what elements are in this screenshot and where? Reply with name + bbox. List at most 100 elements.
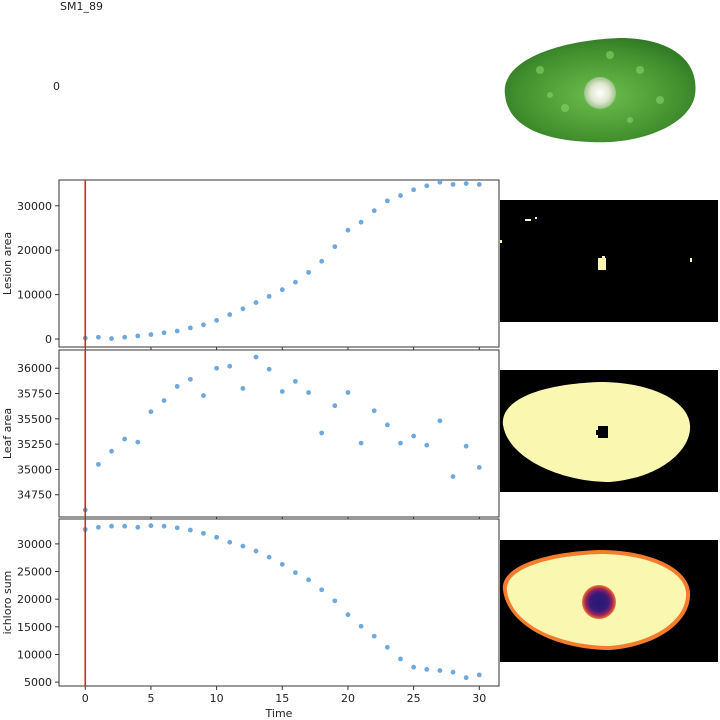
y-tick-label: 20000 xyxy=(17,244,52,257)
data-point xyxy=(319,430,325,436)
x-tick-label: 30 xyxy=(472,692,486,705)
data-point xyxy=(253,548,259,554)
data-point xyxy=(279,389,285,394)
chart-panel-2: 5000 10000 15000 20000 25000 30000 0 5 10 15 20 25 3… xyxy=(1,518,500,720)
data-point xyxy=(437,179,443,185)
data-point xyxy=(227,363,233,369)
data-point xyxy=(279,561,285,567)
data-point xyxy=(161,523,167,529)
data-point xyxy=(109,336,114,341)
data-point xyxy=(109,448,114,454)
data-point xyxy=(122,334,128,340)
x-tick-label: 15 xyxy=(275,692,289,705)
chart-panel-0: 0 10000 20000 30000 Lesion area xyxy=(1,179,500,351)
data-point xyxy=(358,440,364,446)
data-point xyxy=(345,612,351,618)
data-point xyxy=(398,440,403,446)
data-point xyxy=(214,317,220,323)
data-point xyxy=(135,439,141,445)
data-point xyxy=(201,393,206,398)
data-point xyxy=(253,354,259,360)
data-point xyxy=(424,667,430,672)
plot-frame xyxy=(58,349,500,518)
y-tick-label: 30000 xyxy=(17,200,52,213)
data-point xyxy=(450,474,456,479)
data-point xyxy=(279,287,285,293)
data-point xyxy=(332,598,338,604)
data-point xyxy=(253,300,259,305)
data-point xyxy=(371,408,377,414)
y-tick-label: 10000 xyxy=(17,289,52,302)
data-point xyxy=(148,523,154,529)
data-point xyxy=(463,443,469,449)
y-tick-label: 35250 xyxy=(17,438,52,451)
data-point xyxy=(187,376,193,382)
data-point xyxy=(463,181,469,186)
data-point xyxy=(411,433,417,439)
data-point xyxy=(332,403,338,409)
data-point xyxy=(371,208,377,214)
y-tick-label: 20000 xyxy=(17,593,52,606)
frame-index: 0 xyxy=(53,80,60,93)
data-point xyxy=(187,325,193,331)
y-tick-label: 35000 xyxy=(17,463,52,476)
y-axis-label: Leaf area xyxy=(1,408,14,459)
data-point xyxy=(384,198,390,204)
data-point xyxy=(96,461,101,467)
data-point xyxy=(174,328,180,334)
data-point xyxy=(463,675,469,681)
plot-frame xyxy=(58,518,500,687)
data-point xyxy=(306,577,311,583)
data-point xyxy=(384,422,390,428)
data-point xyxy=(371,633,377,639)
data-point xyxy=(122,436,128,442)
data-point xyxy=(345,390,351,395)
x-tick-label: 10 xyxy=(210,692,224,705)
data-point xyxy=(266,366,272,372)
data-point xyxy=(450,669,456,675)
y-tick-label: 15000 xyxy=(17,621,52,634)
data-point xyxy=(135,333,141,339)
x-tick-label: 20 xyxy=(341,692,355,705)
lesion-mask-icon xyxy=(500,200,718,322)
data-point xyxy=(476,465,482,470)
data-point xyxy=(411,664,417,670)
data-point xyxy=(161,330,167,336)
data-point xyxy=(187,527,193,533)
data-point xyxy=(306,269,311,275)
data-point xyxy=(109,523,114,529)
data-point xyxy=(227,312,233,317)
chart-panels: 0 10000 20000 30000 Lesion area 34750 35000 352… xyxy=(1,179,500,720)
y-tick-label: 25000 xyxy=(17,566,52,579)
data-point xyxy=(332,244,338,250)
data-point xyxy=(384,644,390,650)
data-point xyxy=(148,409,154,415)
y-axis-label: ichloro sum xyxy=(1,571,14,635)
plot-frame xyxy=(58,179,500,348)
data-point xyxy=(240,386,246,391)
y-tick-label: 34750 xyxy=(17,489,52,502)
y-tick-label: 5000 xyxy=(24,676,52,689)
x-tick-label: 25 xyxy=(407,692,421,705)
y-tick-label: 35750 xyxy=(17,388,52,401)
y-tick-label: 36000 xyxy=(17,362,52,375)
data-point xyxy=(96,334,101,340)
chart-panel-1: 34750 35000 35250 35500 35750 36000 Leaf area xyxy=(1,349,500,521)
data-point xyxy=(358,219,364,225)
y-axis-label: Lesion area xyxy=(1,232,14,295)
data-point xyxy=(411,187,417,193)
leaf-mask xyxy=(500,370,718,492)
data-point xyxy=(476,182,482,187)
data-point xyxy=(201,322,206,328)
data-point xyxy=(424,183,430,189)
data-point xyxy=(319,587,325,593)
data-point xyxy=(358,623,364,629)
data-point xyxy=(214,365,220,371)
y-tick-label: 10000 xyxy=(17,648,52,661)
data-point xyxy=(293,279,298,285)
data-point xyxy=(240,543,246,549)
data-point xyxy=(148,332,154,337)
data-point xyxy=(437,418,443,424)
data-point xyxy=(174,384,180,389)
